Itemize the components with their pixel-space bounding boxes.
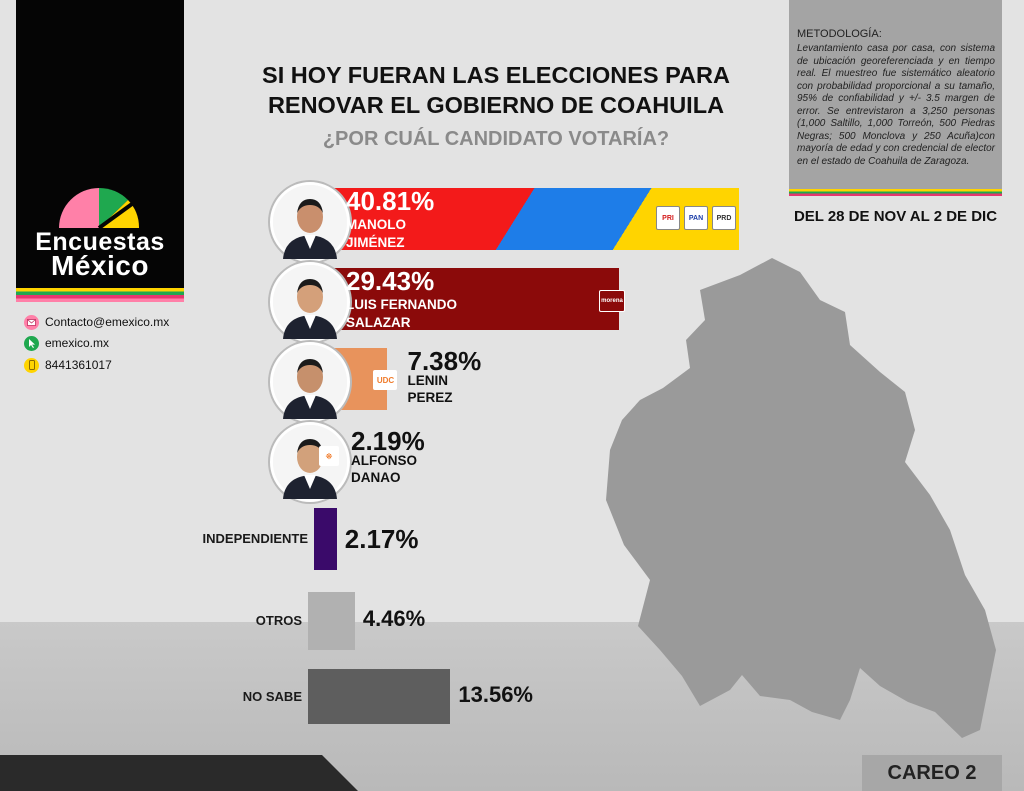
candidate-name-1-line2: JIMÉNEZ — [346, 235, 405, 250]
bar-6 — [308, 592, 355, 650]
methodology-box: METODOLOGÍA: Levantamiento casa por casa… — [789, 0, 1002, 196]
avatar-icon — [270, 182, 350, 262]
date-range: DEL 28 DE NOV AL 2 DE DIC — [793, 208, 998, 225]
brand-panel — [16, 0, 184, 288]
encuestas-mexico-logo-icon — [59, 187, 140, 230]
contact-phone[interactable]: 8441361017 — [24, 356, 112, 374]
brand-name-line2: México — [51, 250, 149, 281]
careo-label: CAREO 2 — [862, 755, 1002, 791]
candidate-name-4-line1: ALFONSO — [350, 453, 417, 468]
candidate-name-2-line1: LUIS FERNANDO — [346, 297, 457, 312]
email-icon — [24, 314, 39, 330]
contact-website[interactable]: emexico.mx — [24, 334, 109, 352]
value-label-6: 4.46% — [362, 606, 426, 631]
category-label-7: NO SABE — [242, 688, 302, 704]
category-label-5: INDEPENDIENTE — [202, 531, 308, 546]
value-label-7: 13.56% — [458, 681, 533, 707]
methodology-title: METODOLOGÍA: — [797, 28, 882, 40]
party-logo-udc: UDC — [373, 370, 398, 390]
chart-title: SI HOY FUERAN LAS ELECCIONES PARA RENOVA… — [222, 60, 770, 120]
contact-phone-text: 8441361017 — [45, 358, 112, 372]
contact-email[interactable]: Contacto@emexico.mx — [24, 313, 169, 331]
footer-dark-band — [0, 755, 358, 791]
party-logo-pri: PRI — [656, 206, 680, 230]
brand-name-line1: Encuestas — [35, 228, 165, 256]
value-label-1: 40.81% — [346, 186, 435, 216]
title-line1: SI HOY FUERAN LAS ELECCIONES PARA — [262, 62, 730, 88]
avatar-icon — [270, 422, 350, 502]
cursor-icon — [24, 335, 39, 351]
party-logo-prd: PRD — [712, 206, 736, 230]
candidate-name-3-line2: PEREZ — [407, 390, 453, 405]
title-line2: RENOVAR EL GOBIERNO DE COAHUILA — [267, 92, 725, 118]
candidate-name-4-line2: DANAO — [350, 470, 401, 485]
value-label-3: 7.38% — [407, 346, 482, 376]
party-logo-pan: PAN — [684, 206, 708, 230]
methodology-text: Levantamiento casa por casa, con sistema… — [797, 43, 995, 167]
candidate-name-1-line1: MANOLO — [346, 217, 406, 232]
party-logo-morena: morena — [599, 290, 625, 312]
avatar-icon — [270, 262, 350, 342]
candidate-name-3-line1: LENIN — [407, 373, 448, 388]
value-label-5: 2.17% — [344, 524, 419, 554]
movimiento-ciudadano-logo-icon: ⁜ — [318, 446, 339, 466]
contact-email-text: Contacto@emexico.mx — [45, 315, 170, 329]
candidate-name-2-line2: SALAZAR — [346, 315, 411, 330]
contact-website-text: emexico.mx — [45, 336, 110, 350]
chart-subtitle: ¿POR CUÁL CANDIDATO VOTARÍA? — [322, 128, 670, 150]
category-label-6: OTROS — [255, 613, 302, 628]
value-label-4: 2.19% — [350, 426, 425, 456]
value-label-2: 29.43% — [346, 266, 435, 296]
avatar-icon — [270, 342, 350, 422]
bar-7 — [308, 669, 451, 724]
phone-icon — [24, 357, 39, 373]
bar-2 — [310, 268, 619, 330]
methodology-stripes — [789, 189, 1002, 196]
brand-stripes — [16, 288, 184, 302]
bar-5 — [314, 508, 337, 570]
